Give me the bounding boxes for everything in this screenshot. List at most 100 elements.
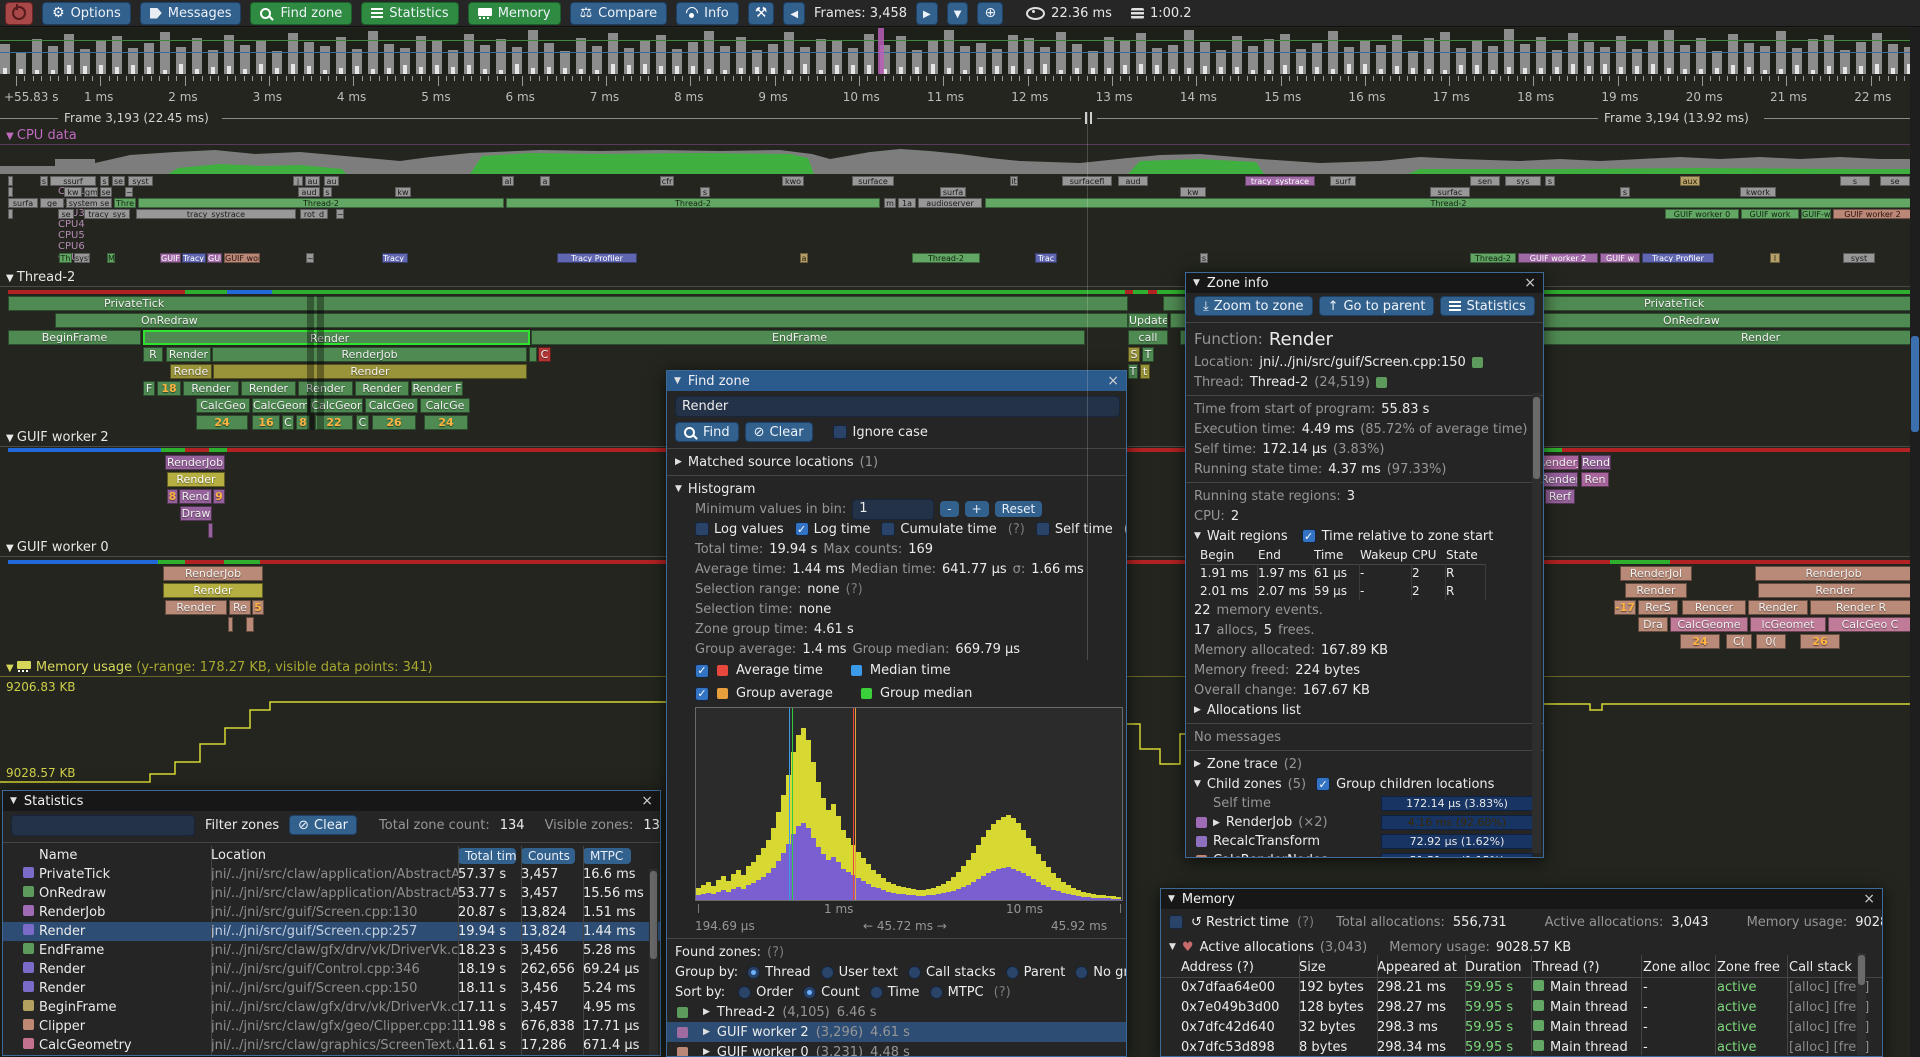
cpu-zone[interactable]: se <box>112 176 125 186</box>
cpu-zone[interactable]: it <box>1010 176 1018 186</box>
histogram-plot[interactable] <box>695 707 1123 901</box>
zone[interactable]: Render <box>166 347 211 362</box>
zone[interactable]: 24 <box>1680 634 1720 649</box>
option-checkbox[interactable] <box>1035 522 1050 536</box>
zone[interactable]: CalcGe <box>420 398 470 413</box>
col-location[interactable]: Location <box>211 848 266 863</box>
cpu-data-header[interactable]: ▼ CPU data <box>0 128 1920 145</box>
legend-checkbox[interactable]: ✓ <box>695 663 709 678</box>
tools-button[interactable] <box>747 1 775 25</box>
cpu-zone[interactable]: GUIF worker 2 <box>1833 209 1912 219</box>
compare-button[interactable]: Compare <box>569 1 668 25</box>
zone[interactable]: CalcGeome <box>1670 617 1748 632</box>
zone[interactable]: C( <box>1726 634 1752 649</box>
option-checkbox[interactable] <box>881 522 896 536</box>
cpu-zone[interactable]: al <box>502 176 514 186</box>
cpu-zone[interactable]: Tracy Profiler <box>1642 253 1714 263</box>
find-button[interactable]: Find <box>675 422 739 442</box>
zone[interactable]: Render <box>241 381 296 396</box>
table-row[interactable]: 0x7dfc53d898 8 bytes 298.34 ms 59.95 s Main … <box>1181 1040 1870 1055</box>
group-by-radio[interactable] <box>1005 965 1019 979</box>
clear-button[interactable]: ⊘ Clear <box>744 422 813 442</box>
matched-locations-row[interactable]: ▶ Matched source locations (1) <box>675 454 879 470</box>
child-zone-row[interactable]: Self time 172.14 µs (3.83%) <box>1186 794 1543 813</box>
zone[interactable]: C <box>282 415 294 430</box>
col-zone-free[interactable]: Zone free <box>1717 960 1780 975</box>
cpu-zone[interactable]: syst <box>128 176 153 186</box>
zone[interactable]: Render <box>163 583 263 598</box>
zone[interactable]: CalcGeome <box>252 398 308 413</box>
cpu-zone[interactable]: GUI <box>207 253 222 263</box>
cpu-zone[interactable]: Thread-2 <box>138 198 504 208</box>
active-allocations-expander[interactable]: ▼ ♥ Active allocations (3,043) Memory usage:… <box>1169 939 1572 955</box>
frame-label[interactable]: Frame 3,193 (22.45 ms) <box>64 111 209 125</box>
table-row[interactable]: RenderJob jni/../jni/src/guif/Screen.cpp:… <box>3 903 660 922</box>
child-zones-expander[interactable]: ▼ Child zones (5) ✓ Group children locations <box>1194 776 1495 792</box>
zone[interactable]: Draw <box>180 506 212 521</box>
cpu-zone[interactable]: s <box>100 176 109 186</box>
main-scrollbar-thumb[interactable] <box>1911 336 1919 432</box>
cpu-zone[interactable]: l <box>1770 253 1780 263</box>
cpu-zone[interactable]: rot_d <box>300 209 328 219</box>
sort-by-radio[interactable] <box>803 985 817 999</box>
frame-dropdown-button[interactable] <box>946 1 969 25</box>
zone[interactable]: Render <box>1625 583 1687 598</box>
find-zone-titlebar[interactable]: ▼ Find zone × <box>667 371 1126 391</box>
zone[interactable]: R <box>143 347 163 362</box>
zone[interactable] <box>246 617 254 632</box>
cpu-zone[interactable]: aud <box>298 187 320 197</box>
zone[interactable]: 8 <box>167 489 178 504</box>
table-row[interactable]: PrivateTick jni/../jni/src/claw/applicati… <box>3 865 660 884</box>
cpu-zone[interactable]: s <box>700 187 710 197</box>
cpu-zone[interactable]: kw <box>395 187 411 197</box>
found-zone-group[interactable]: ▶ GUIF worker 2 (3,296) 4.61 s <box>667 1022 1126 1042</box>
cpu-zone[interactable]: surf <box>1330 176 1356 186</box>
cpu-zone[interactable]: j <box>293 176 303 186</box>
zone[interactable]: T <box>1142 347 1154 362</box>
close-icon[interactable]: × <box>641 793 653 809</box>
cpu-zone[interactable]: Th <box>59 253 72 263</box>
zone[interactable]: OnRedraw <box>55 313 1128 328</box>
zone[interactable]: Render <box>1748 600 1808 615</box>
zone[interactable]: Render <box>1540 472 1578 487</box>
col-mtpc[interactable]: MTPC <box>583 847 631 864</box>
legend-checkbox[interactable]: ✓ <box>695 686 709 701</box>
col-thread[interactable]: Thread (?) <box>1533 960 1600 975</box>
next-frame-button[interactable] <box>916 1 938 25</box>
cpu-zone[interactable]: s <box>323 187 332 197</box>
cpu-zone[interactable]: Tracy ( <box>182 253 206 263</box>
sort-by-radio[interactable] <box>738 985 752 999</box>
zone[interactable]: CalcGeo <box>365 398 418 413</box>
go-to-parent-button[interactable]: ↑ Go to parent <box>1318 296 1435 316</box>
cpu-zone[interactable]: audioserver <box>918 198 982 208</box>
cpu-zone[interactable]: Tracy ! <box>382 253 408 263</box>
zone[interactable]: call <box>1128 330 1168 345</box>
cpu-zone[interactable]: ge <box>40 198 64 208</box>
zone[interactable]: Render <box>213 364 527 379</box>
zone[interactable]: 9 <box>213 489 225 504</box>
statistics-button[interactable]: Statistics <box>361 1 459 25</box>
allocations-list-expander[interactable]: ▶ Allocations list <box>1194 702 1302 718</box>
find-zone-button[interactable]: Find zone <box>250 1 353 25</box>
cpu-zone[interactable]: Thread-2 <box>506 198 880 208</box>
zone[interactable]: 8 <box>296 415 310 430</box>
zone[interactable]: -17 <box>1614 600 1636 615</box>
close-icon[interactable]: × <box>1107 373 1119 389</box>
cpu-zone[interactable]: a <box>800 253 808 263</box>
ignore-case-checkbox[interactable] <box>832 425 847 439</box>
cpu-zone[interactable]: s <box>1200 253 1208 263</box>
table-row[interactable]: EndFrame jni/../jni/src/claw/gfx/drv/vk/D… <box>3 941 660 960</box>
child-zone-row[interactable]: RecalcTransform 72.92 µs (1.62%) <box>1186 832 1543 851</box>
table-row[interactable]: Render jni/../jni/src/guif/Screen.cpp:257… <box>3 922 660 941</box>
zone[interactable]: RenderJol <box>1620 566 1692 581</box>
bin-reset-button[interactable]: Reset <box>994 501 1043 517</box>
zone[interactable]: CalcGeor <box>310 398 363 413</box>
table-row[interactable]: 0x7e049b3d00 128 bytes 298.27 ms 59.95 s Mai… <box>1181 1000 1870 1015</box>
zone[interactable]: C <box>538 347 551 362</box>
zone[interactable]: Render <box>143 330 530 345</box>
zone[interactable]: Rerf <box>1545 489 1575 504</box>
statistics-window-titlebar[interactable]: ▼ Statistics × <box>3 791 660 811</box>
cpu-zone[interactable]: se <box>100 187 112 197</box>
cpu-zone[interactable]: au <box>324 176 339 186</box>
zone[interactable]: PrivateTick <box>8 296 1128 311</box>
